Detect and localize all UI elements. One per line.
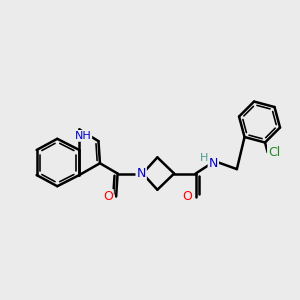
Text: H: H [200, 153, 209, 163]
Text: N: N [136, 167, 146, 180]
Text: N: N [208, 157, 218, 170]
Text: O: O [182, 190, 192, 203]
Text: Cl: Cl [268, 146, 280, 159]
Text: O: O [103, 190, 113, 203]
Text: NH: NH [74, 131, 91, 141]
